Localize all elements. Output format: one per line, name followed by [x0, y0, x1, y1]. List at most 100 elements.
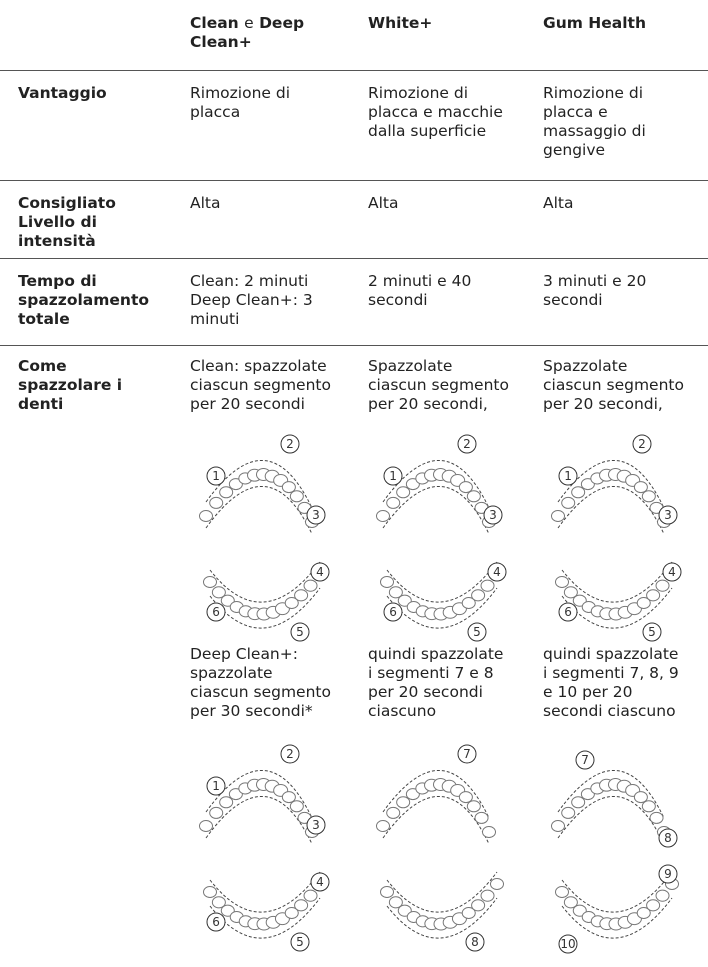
tooth	[388, 586, 403, 599]
row-label: totale	[18, 310, 70, 328]
cell-text: gengive	[543, 141, 606, 159]
row-label: Livello di	[18, 213, 97, 231]
cell-text: massaggio di	[543, 122, 646, 140]
segment-outline	[386, 897, 498, 939]
cell-text: Clean: spazzolate	[190, 357, 327, 375]
segment-outline	[386, 561, 498, 603]
segment-outline	[382, 796, 490, 845]
segment-number: 3	[664, 508, 672, 522]
row-label: denti	[18, 395, 64, 413]
row-rule	[0, 70, 708, 71]
tooth	[458, 481, 473, 494]
segment-marker	[658, 864, 678, 884]
cell-text: secondi ciascuno	[543, 702, 676, 720]
segment-number: 2	[286, 747, 294, 761]
segment-marker	[290, 622, 310, 642]
segment-marker	[310, 872, 330, 892]
lower-arch: 8	[380, 871, 504, 952]
row-rule	[0, 345, 708, 346]
tooth	[646, 899, 661, 912]
segment-outline	[561, 561, 673, 603]
cell-text: Alta	[368, 194, 399, 212]
upper-arch: 1 2 3	[199, 434, 326, 535]
header-text: Clean	[190, 14, 239, 32]
tooth	[397, 904, 412, 917]
tooth	[572, 594, 587, 607]
tooth	[228, 478, 243, 491]
tooth	[284, 906, 299, 920]
tooth	[294, 899, 309, 912]
tooth	[561, 496, 576, 509]
segment-marker	[290, 932, 310, 952]
segment-number: 1	[389, 469, 397, 483]
tooth	[380, 885, 394, 899]
upper-arch: 1 2 3	[551, 434, 678, 535]
tooth	[284, 596, 299, 610]
row-label: Vantaggio	[18, 84, 107, 102]
tooth	[219, 486, 234, 499]
segment-marker	[658, 505, 678, 525]
cell-text: Alta	[543, 194, 574, 212]
tooth	[289, 800, 304, 813]
segment-marker	[306, 815, 326, 835]
tooth	[655, 579, 670, 592]
tooth	[294, 589, 309, 602]
segment-outline	[209, 897, 321, 939]
cell-text: secondi	[543, 291, 603, 309]
tooth	[636, 596, 651, 610]
segment-marker	[483, 505, 503, 525]
segment-marker	[642, 622, 662, 642]
segment-outline	[561, 587, 673, 629]
segment-number: 3	[312, 818, 320, 832]
tooth	[563, 586, 578, 599]
segment-outline	[557, 770, 665, 819]
segment-marker	[662, 562, 682, 582]
lower-arch: 9 10	[555, 864, 679, 954]
segment-number: 7	[581, 753, 589, 767]
tooth	[289, 490, 304, 503]
segment-marker	[206, 912, 226, 932]
cell-text: quindi spazzolate	[368, 645, 504, 663]
segment-number: 2	[286, 437, 294, 451]
segment-number: 6	[212, 605, 220, 619]
cell-text: placca e	[543, 103, 608, 121]
segment-outline	[205, 796, 313, 845]
cell-text: Rimozione di	[543, 84, 644, 102]
segment-number: 4	[316, 875, 324, 889]
segment-outline	[205, 486, 313, 535]
segment-marker	[457, 434, 477, 454]
tooth	[555, 575, 569, 589]
cell-text: ciascun segmento	[190, 683, 331, 701]
tooth	[482, 825, 496, 839]
segment-number: 8	[664, 831, 672, 845]
tooth	[555, 885, 569, 899]
tooth	[199, 509, 213, 523]
segment-number: 8	[471, 935, 479, 949]
segment-number: 1	[564, 469, 572, 483]
segment-number: 6	[212, 915, 220, 929]
tooth	[649, 811, 664, 824]
cell-text: minuti	[190, 310, 240, 328]
upper-arch: 78	[551, 750, 678, 848]
cell-text: ciascuno	[368, 702, 437, 720]
tooth	[388, 896, 403, 909]
tooth	[303, 579, 318, 592]
tooth	[380, 575, 394, 589]
tooth	[641, 800, 656, 813]
segment-marker	[487, 562, 507, 582]
cell-text: Spazzolate	[543, 357, 628, 375]
tooth	[466, 490, 481, 503]
segment-number: 6	[389, 605, 397, 619]
segment-marker	[206, 466, 226, 486]
upper-arch: 1 2 3	[376, 434, 503, 535]
tooth	[551, 819, 565, 833]
header-cell: Clean e Deep Clean+	[190, 14, 330, 52]
cell-text: e 10 per 20	[543, 683, 633, 701]
row-rule	[0, 180, 708, 181]
segment-marker	[306, 505, 326, 525]
cell-text: 3 minuti e 20	[543, 272, 647, 290]
segment-marker	[558, 602, 578, 622]
segment-number: 9	[664, 867, 672, 881]
tooth	[386, 496, 401, 509]
cell-text: placca	[190, 103, 241, 121]
